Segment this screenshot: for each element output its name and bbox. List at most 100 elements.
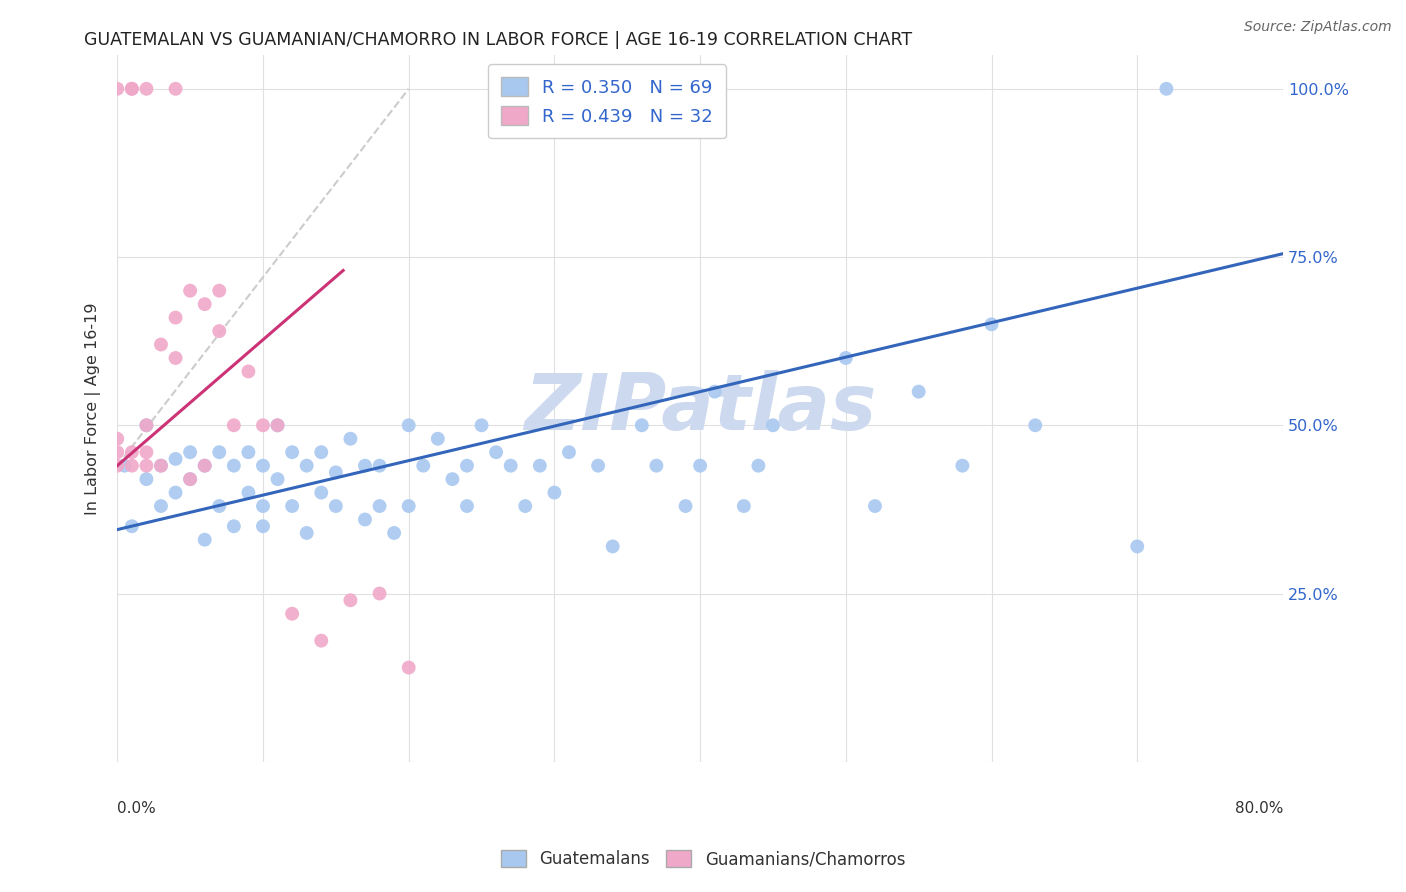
Point [222,418,245,433]
Point [179,472,201,486]
Point [222,519,245,533]
Point [121,445,143,459]
Point [339,593,361,607]
Text: ZIPatlas: ZIPatlas [524,370,876,447]
Point [515,499,537,513]
Point [208,499,231,513]
Point [149,337,172,351]
Point [470,418,492,433]
Point [135,458,157,473]
Point [179,284,201,298]
Point [208,284,231,298]
Point [165,310,187,325]
Point [252,458,274,473]
Point [747,458,769,473]
Point [309,633,332,648]
Text: 80.0%: 80.0% [1234,801,1282,815]
Point [703,384,725,399]
Point [222,458,245,473]
Legend: R = 0.350   N = 69, R = 0.439   N = 32: R = 0.350 N = 69, R = 0.439 N = 32 [488,64,725,138]
Point [266,472,288,486]
Point [121,519,143,533]
Point [950,458,973,473]
Text: Source: ZipAtlas.com: Source: ZipAtlas.com [1244,20,1392,34]
Point [266,418,288,433]
Point [382,525,405,540]
Point [426,432,449,446]
Point [325,466,347,480]
Point [325,499,347,513]
Point [1024,418,1046,433]
Point [354,512,377,526]
Point [630,418,652,433]
Point [675,499,697,513]
Point [339,432,361,446]
Point [179,445,201,459]
Point [295,525,318,540]
Point [354,458,377,473]
Point [412,458,434,473]
Point [368,586,391,600]
Point [252,519,274,533]
Point [398,418,420,433]
Point [398,660,420,674]
Point [238,445,260,459]
Point [165,452,187,467]
Point [558,445,581,459]
Point [105,432,128,446]
Point [208,324,231,338]
Point [295,458,318,473]
Legend: Guatemalans, Guamanians/Chamorros: Guatemalans, Guamanians/Chamorros [494,843,912,875]
Point [252,499,274,513]
Point [499,458,522,473]
Point [135,82,157,96]
Point [368,499,391,513]
Point [281,607,304,621]
Point [733,499,755,513]
Point [105,445,128,459]
Point [149,458,172,473]
Point [309,445,332,459]
Point [543,485,565,500]
Point [165,351,187,365]
Text: 0.0%: 0.0% [117,801,156,815]
Point [149,499,172,513]
Point [368,458,391,473]
Point [121,458,143,473]
Point [114,458,136,473]
Point [135,472,157,486]
Point [689,458,711,473]
Point [194,297,217,311]
Point [149,458,172,473]
Point [762,418,785,433]
Point [121,82,143,96]
Point [105,82,128,96]
Point [980,318,1002,332]
Point [456,499,478,513]
Point [135,418,157,433]
Point [238,485,260,500]
Point [252,418,274,433]
Point [281,499,304,513]
Text: GUATEMALAN VS GUAMANIAN/CHAMORRO IN LABOR FORCE | AGE 16-19 CORRELATION CHART: GUATEMALAN VS GUAMANIAN/CHAMORRO IN LABO… [84,31,912,49]
Point [602,540,624,554]
Point [485,445,508,459]
Point [238,364,260,378]
Point [456,458,478,473]
Point [194,458,217,473]
Point [105,458,128,473]
Point [1156,82,1178,96]
Point [835,351,858,365]
Point [645,458,668,473]
Point [398,499,420,513]
Point [135,418,157,433]
Point [165,82,187,96]
Point [165,485,187,500]
Point [907,384,929,399]
Point [441,472,464,486]
Point [179,472,201,486]
Point [586,458,609,473]
Point [121,82,143,96]
Point [208,445,231,459]
Y-axis label: In Labor Force | Age 16-19: In Labor Force | Age 16-19 [86,302,101,515]
